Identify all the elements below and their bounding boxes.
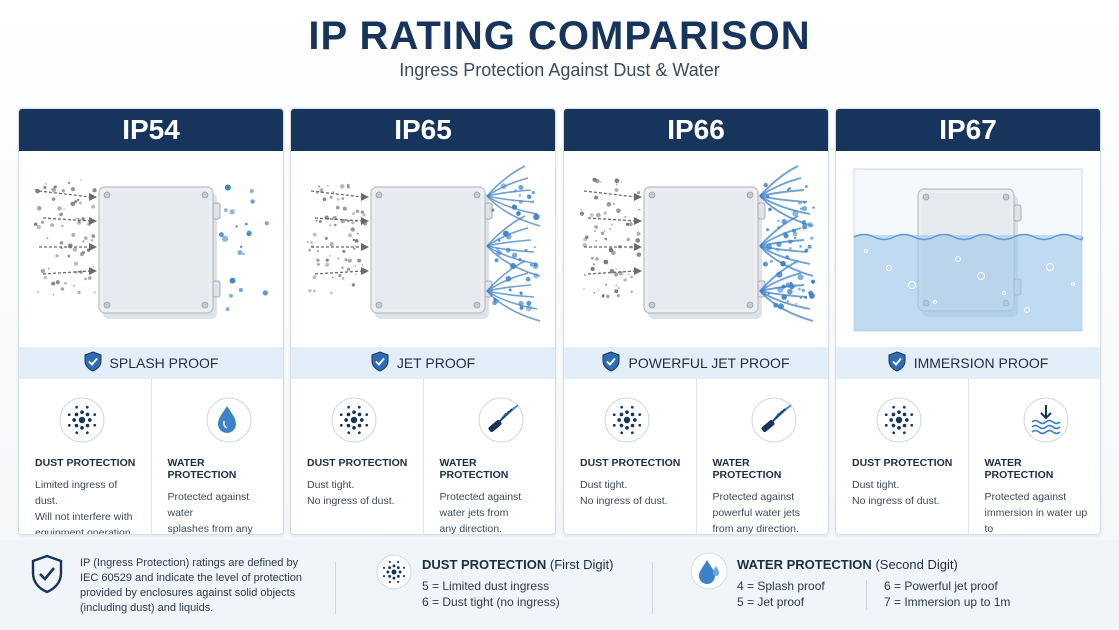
- card-ip65: IP65 JET PROOF DUST PROTECTION Dust tigh…: [290, 108, 556, 535]
- water-column: WATER PROTECTION Protected against immer…: [967, 379, 1101, 535]
- water-label: WATER PROTECTION: [712, 457, 782, 481]
- powerful-jet-icon: [751, 397, 797, 445]
- footer-legend: IP (Ingress Protection) ratings are defi…: [0, 540, 1119, 630]
- enclosure-scene: [836, 151, 1100, 347]
- card-code: IP66: [564, 109, 828, 151]
- card-ip54: IP54 SPLASH PROOF DUST PROTECTION Limite…: [18, 108, 284, 535]
- immersion-icon: [1023, 397, 1069, 445]
- dust-column: DUST PROTECTION Limited ingress of dust.…: [19, 379, 151, 534]
- dust-icon: [59, 397, 105, 445]
- shield-icon: [602, 351, 620, 375]
- divider: [652, 562, 653, 614]
- dust-label: DUST PROTECTION: [35, 457, 136, 469]
- card-code: IP65: [291, 109, 555, 151]
- rating-label: IMMERSION PROOF: [913, 355, 1049, 371]
- water-column: WATER PROTECTION Protected against water…: [150, 379, 284, 535]
- rating-banner: SPLASH PROOF: [19, 347, 283, 379]
- dust-icon: [876, 397, 922, 445]
- water-legend-item: 6 = Powerful jet proof: [884, 579, 998, 593]
- dust-legend-item: 6 = Dust tight (no ingress): [422, 595, 560, 609]
- water-description: Protected against water splashes from an…: [167, 491, 253, 535]
- enclosure-scene: [291, 151, 555, 347]
- dust-icon: [604, 397, 650, 445]
- rating-label: SPLASH PROOF: [109, 355, 219, 371]
- shield-icon: [371, 351, 389, 375]
- card-ip66: IP66 POWERFUL JET PROOF DUST PROTECTION …: [563, 108, 829, 535]
- water-column: WATER PROTECTION Protected against power…: [695, 379, 829, 535]
- water-label: WATER PROTECTION: [167, 457, 237, 481]
- rating-label: POWERFUL JET PROOF: [628, 355, 790, 371]
- rating-banner: IMMERSION PROOF: [836, 347, 1100, 379]
- dust-legend-title: DUST PROTECTION (First Digit): [422, 557, 614, 572]
- shield-icon: [888, 351, 906, 375]
- divider: [866, 580, 867, 610]
- rating-banner: JET PROOF: [291, 347, 555, 379]
- dust-legend-item: 5 = Limited dust ingress: [422, 579, 550, 593]
- water-label: WATER PROTECTION: [439, 457, 509, 481]
- dust-icon: [376, 554, 412, 590]
- water-description: Protected against immersion in water up …: [984, 491, 1088, 535]
- dust-description: Dust tight. No ingress of dust.: [852, 479, 940, 507]
- card-ip67: IP67 IMMERSION PROOF DUST PROTECTION Dus…: [835, 108, 1101, 535]
- water-jet-icon: [478, 397, 524, 445]
- enclosure-scene: [19, 151, 283, 347]
- water-description: Protected against water jets from any di…: [439, 491, 522, 535]
- dust-description: Limited ingress of dust. Will not interf…: [35, 479, 134, 535]
- dust-column: DUST PROTECTION Dust tight. No ingress o…: [291, 379, 423, 534]
- water-drop-icon: [206, 397, 252, 445]
- water-legend-item: 5 = Jet proof: [737, 595, 805, 609]
- card-code: IP54: [19, 109, 283, 151]
- rating-label: JET PROOF: [396, 355, 476, 371]
- water-legend-item: 7 = Immersion up to 1m: [884, 595, 1011, 609]
- shield-icon: [31, 554, 63, 594]
- water-legend-item: 4 = Splash proof: [737, 579, 825, 593]
- water-drop-icon: [690, 552, 728, 590]
- dust-label: DUST PROTECTION: [307, 457, 408, 469]
- water-legend-title: WATER PROTECTION (Second Digit): [737, 557, 958, 572]
- dust-description: Dust tight. No ingress of dust.: [307, 479, 395, 507]
- page-title: IP RATING COMPARISON: [308, 14, 811, 58]
- dust-description: Dust tight. No ingress of dust.: [580, 479, 668, 507]
- card-code: IP67: [836, 109, 1100, 151]
- dust-icon: [331, 397, 377, 445]
- dust-label: DUST PROTECTION: [580, 457, 681, 469]
- dust-column: DUST PROTECTION Dust tight. No ingress o…: [564, 379, 696, 534]
- dust-column: DUST PROTECTION Dust tight. No ingress o…: [836, 379, 968, 534]
- water-label: WATER PROTECTION: [984, 457, 1054, 481]
- dust-label: DUST PROTECTION: [852, 457, 953, 469]
- rating-banner: POWERFUL JET PROOF: [564, 347, 828, 379]
- water-column: WATER PROTECTION Protected against water…: [422, 379, 556, 535]
- enclosure-scene: [564, 151, 828, 347]
- page-subtitle: Ingress Protection Against Dust & Water: [399, 60, 720, 80]
- shield-icon: [84, 351, 102, 375]
- water-description: Protected against powerful water jets fr…: [712, 491, 801, 535]
- divider: [335, 562, 336, 614]
- footer-note: IP (Ingress Protection) ratings are defi…: [80, 557, 302, 614]
